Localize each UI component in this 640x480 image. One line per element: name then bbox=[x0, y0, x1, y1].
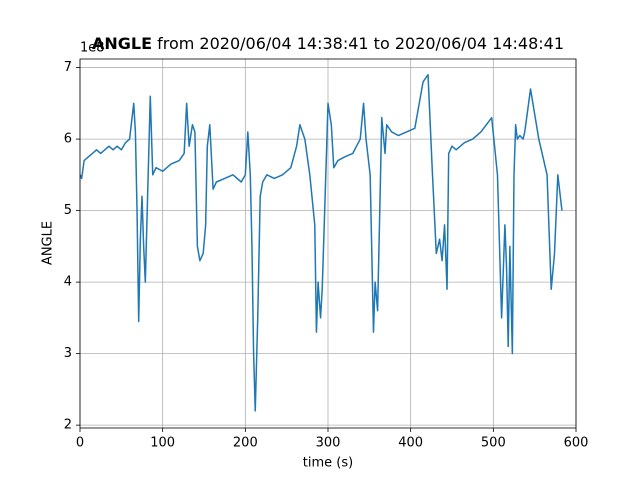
y-tick-label: 3 bbox=[64, 346, 72, 361]
x-tick-label: 600 bbox=[564, 436, 589, 451]
y-axis-label: ANGLE bbox=[41, 221, 56, 265]
y-tick-label: 5 bbox=[64, 203, 72, 218]
x-tick-label: 500 bbox=[481, 436, 506, 451]
chart-title: ANGLE from 2020/06/04 14:38:41 to 2020/0… bbox=[92, 34, 564, 53]
x-tick-label: 200 bbox=[233, 436, 258, 451]
title-text: from 2020/06/04 14:38:41 to 2020/06/04 1… bbox=[157, 34, 564, 53]
offset-label: 1e8 bbox=[80, 41, 105, 56]
x-axis-label: time (s) bbox=[303, 456, 353, 471]
title-bold: ANGLE bbox=[92, 34, 152, 53]
x-tick-label: 0 bbox=[76, 436, 84, 451]
y-tick-label: 6 bbox=[64, 132, 72, 147]
data-line bbox=[80, 73, 563, 412]
y-tick-label: 7 bbox=[64, 60, 72, 75]
x-tick-label: 400 bbox=[398, 436, 423, 451]
y-tick-label: 4 bbox=[64, 275, 72, 290]
y-tick-label: 2 bbox=[64, 418, 72, 433]
x-tick-label: 300 bbox=[316, 436, 341, 451]
x-tick-label: 100 bbox=[150, 436, 175, 451]
plot-frame bbox=[79, 58, 577, 429]
